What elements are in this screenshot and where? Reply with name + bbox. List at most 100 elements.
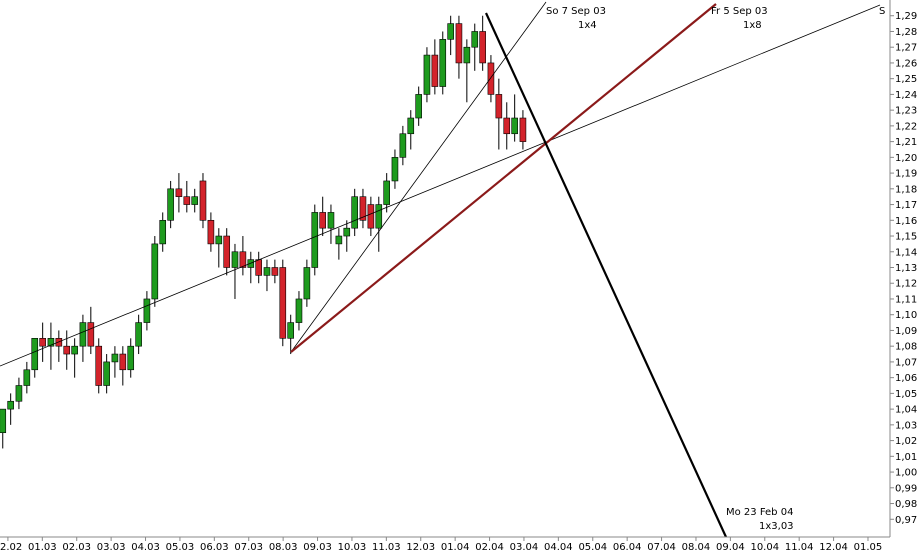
annotation: 1x3,03 [759,521,794,532]
y-tick-label: 1,28 [895,27,917,38]
y-tick-label: 1,11 [895,294,917,305]
x-tick-label: 08.03 [269,542,298,553]
candle-body [191,196,199,205]
y-tick-label: 1,12 [895,279,917,290]
y-tick-label: 1,07 [895,357,917,368]
x-tick-label: 02.04 [475,542,504,553]
candle-body [63,345,71,355]
x-tick-label: 11.03 [372,542,401,553]
candle-body [439,39,447,87]
candle-body [503,117,511,135]
annotation: Fr 5 Sep 03 [711,6,768,17]
y-tick-label: 1,29 [895,11,917,22]
y-tick-label: 1,02 [895,436,917,447]
candle-body [271,267,279,276]
candle-body [39,338,46,347]
candle-body [111,353,119,363]
y-tick-label: 1,25 [895,74,917,85]
candle-body [47,338,55,347]
x-tick-label: 10.03 [338,542,367,553]
x-tick-label: 03.03 [97,542,126,553]
x-tick-label: 12.04 [819,542,848,553]
x-tick-label: 10.04 [750,542,779,553]
candle-body [415,94,422,119]
candle-body [399,133,407,158]
candle-body [487,62,495,95]
candle-body [143,298,151,323]
x-tick-label: 06.03 [200,542,229,553]
y-tick-label: 0,97 [895,515,917,526]
x-tick-label: 07.03 [234,542,263,553]
x-tick-label: 05.03 [166,542,195,553]
y-tick-label: 1,00 [895,468,917,479]
y-tick-label: 1,03 [895,420,917,431]
x-tick-label: 02.03 [62,542,91,553]
candle-body [335,235,343,245]
x-tick-label: 07.04 [647,542,676,553]
x-tick-label: 09.03 [303,542,332,553]
candle-body [231,251,239,268]
candle-body [375,204,383,229]
x-tick-label: 01.03 [28,542,57,553]
candle-body [127,345,135,371]
candle-body [0,408,7,434]
y-tick-label: 1,24 [895,90,917,101]
y-tick-label: 1,16 [895,216,917,227]
y-tick-label: 1,01 [895,452,917,463]
gann-line [290,1,547,353]
candle-body [87,322,95,347]
x-tick-label: 09.04 [716,542,745,553]
y-tick-label: 1,21 [895,137,917,148]
y-tick-label: 1,19 [895,169,917,180]
x-tick-label: 12.03 [406,542,435,553]
x-tick-label: 08.04 [682,542,711,553]
candle-body [391,157,399,182]
candles [0,15,527,449]
candle-body [71,345,78,355]
candle-body [207,219,215,245]
candle-body [23,369,31,386]
plot-area [0,0,890,537]
candle-body [383,180,390,205]
candle-body [7,400,14,410]
y-tick-label: 1,10 [895,310,917,321]
x-tick-label: 06.04 [613,542,642,553]
candle-body [183,196,191,205]
y-tick-label: 1,05 [895,389,917,400]
candle-body [463,46,471,64]
candle-body [175,188,183,197]
gann-line [290,3,717,353]
y-tick-label: 1,23 [895,106,917,117]
x-tick-label: 12.02 [0,542,22,553]
candle-body [519,117,527,142]
candle-body [15,385,23,402]
candle-body [119,353,127,371]
y-tick-label: 1,15 [895,232,917,243]
candle-body [495,94,503,119]
x-tick-label: 03.04 [510,542,539,553]
candle-body [351,196,358,229]
x-tick-label: 11.04 [785,542,814,553]
candle-body [223,235,231,268]
candle-body [431,54,439,87]
annotation: Mo 23 Feb 04 [726,507,793,518]
y-tick-label: 1,08 [895,342,917,353]
candle-body [303,267,311,300]
y-tick-label: 1,22 [895,121,917,132]
candle-body [215,235,223,245]
y-tick-label: 1,06 [895,373,917,384]
axis-panel [891,0,919,553]
candle-body [79,322,87,347]
y-tick-label: 1,27 [895,43,917,54]
y-tick-label: 0,98 [895,499,917,510]
annotation: S [879,6,885,17]
candle-body [247,259,255,268]
candle-body [103,361,110,386]
candle-body [199,180,207,221]
y-tick-label: 1,26 [895,58,917,69]
gann-line [0,4,881,367]
candle-body [159,219,167,245]
candle-body [255,259,263,276]
y-tick-label: 1,20 [895,153,917,164]
